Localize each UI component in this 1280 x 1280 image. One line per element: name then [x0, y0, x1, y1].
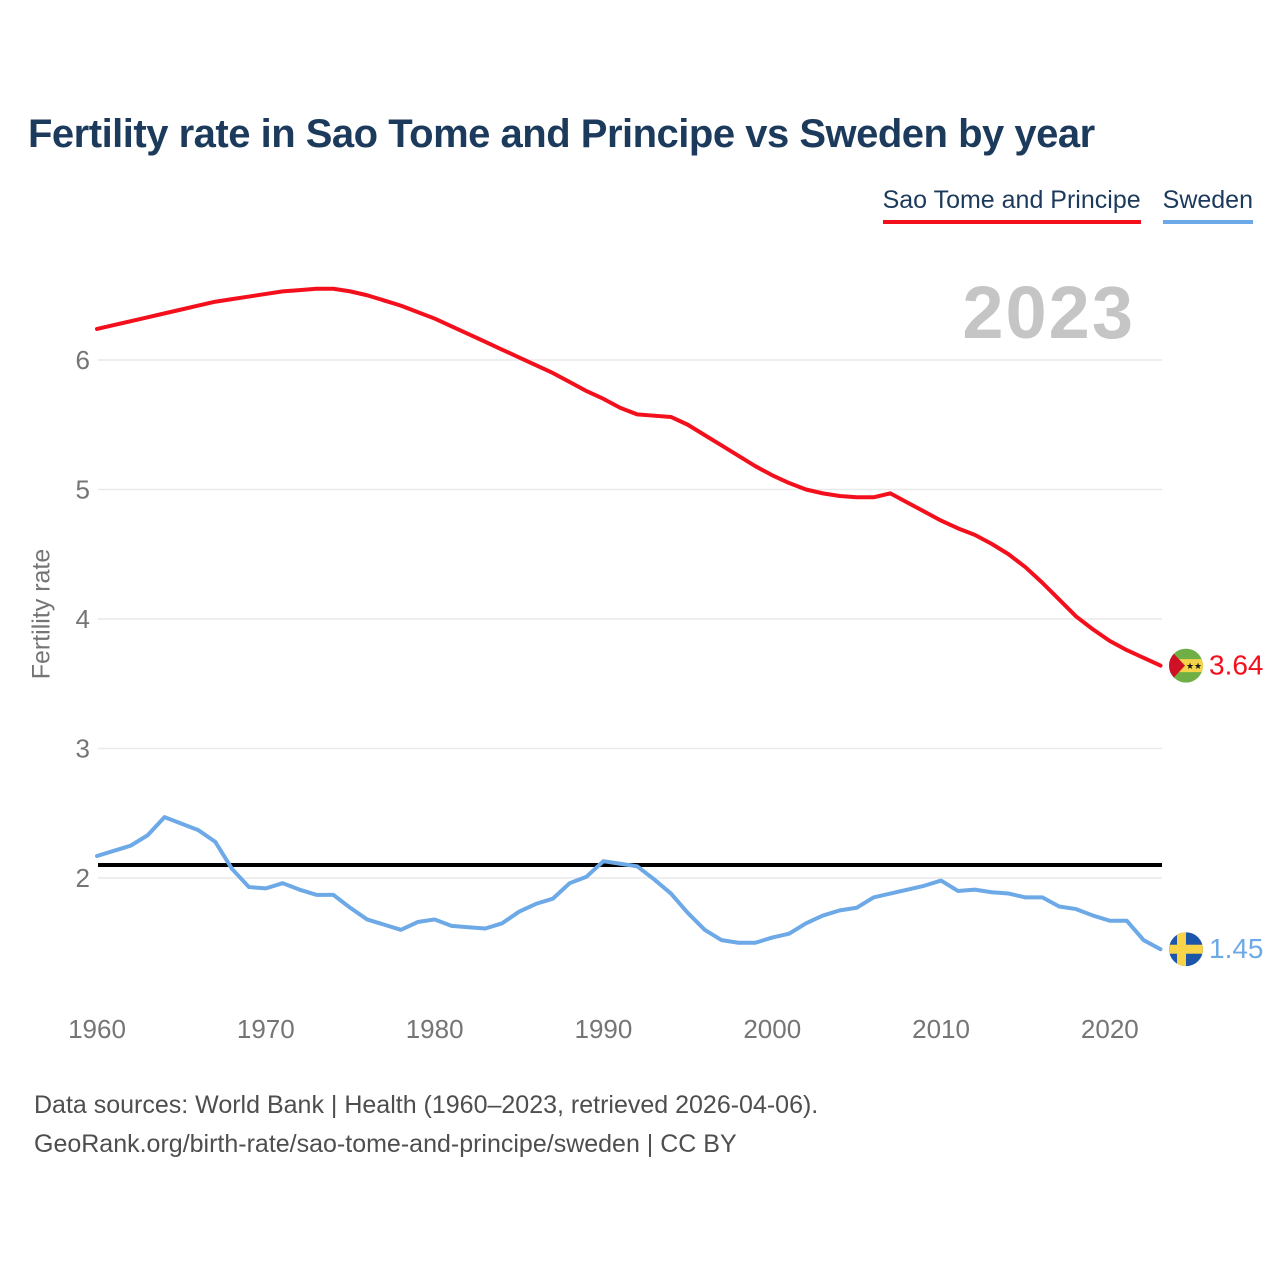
y-tick-label: 2	[76, 863, 90, 893]
y-tick-label: 5	[76, 475, 90, 505]
x-tick-label: 2010	[912, 1014, 970, 1044]
x-tick-label: 1970	[237, 1014, 295, 1044]
x-tick-label: 2000	[743, 1014, 801, 1044]
flag-star: ★	[1194, 661, 1202, 671]
end-value-label-sao-tome-and-principe: 3.64	[1209, 650, 1264, 681]
footer-data-sources: Data sources: World Bank | Health (1960–…	[34, 1091, 819, 1119]
footer: Data sources: World Bank | Health (1960–…	[34, 1086, 818, 1164]
series-line-sweden	[95, 815, 1163, 952]
x-tick-label: 1980	[406, 1014, 464, 1044]
year-watermark: 2023	[962, 271, 1135, 354]
flag-icon-clip-sao-tome-and-principe: ★ ★	[1169, 648, 1203, 683]
flag-star: ★	[1186, 661, 1194, 671]
y-tick-label: 4	[76, 604, 90, 634]
footer-attribution: GeoRank.org/birth-rate/sao-tome-and-prin…	[34, 1130, 737, 1158]
y-tick-label: 3	[76, 734, 90, 764]
end-value-label-sweden: 1.45	[1209, 933, 1264, 964]
legend-item-sweden[interactable]: Sweden	[1162, 186, 1253, 224]
x-tick-label: 1990	[575, 1014, 633, 1044]
x-tick-label: 1960	[68, 1014, 126, 1044]
legend-item-sao-tome-and-principe[interactable]: Sao Tome and Principe	[882, 186, 1141, 224]
x-tick-label: 2020	[1081, 1014, 1139, 1044]
series-line-sao-tome-and-principe	[95, 286, 1163, 668]
page-title: Fertility rate in Sao Tome and Principe …	[28, 112, 1095, 156]
flag-band	[1177, 932, 1186, 967]
flag-icon-clip-sweden	[1169, 932, 1203, 967]
flag-triangle	[1169, 648, 1185, 683]
y-tick-label: 6	[76, 345, 90, 375]
legend: Sao Tome and Principe Sweden	[882, 186, 1253, 224]
